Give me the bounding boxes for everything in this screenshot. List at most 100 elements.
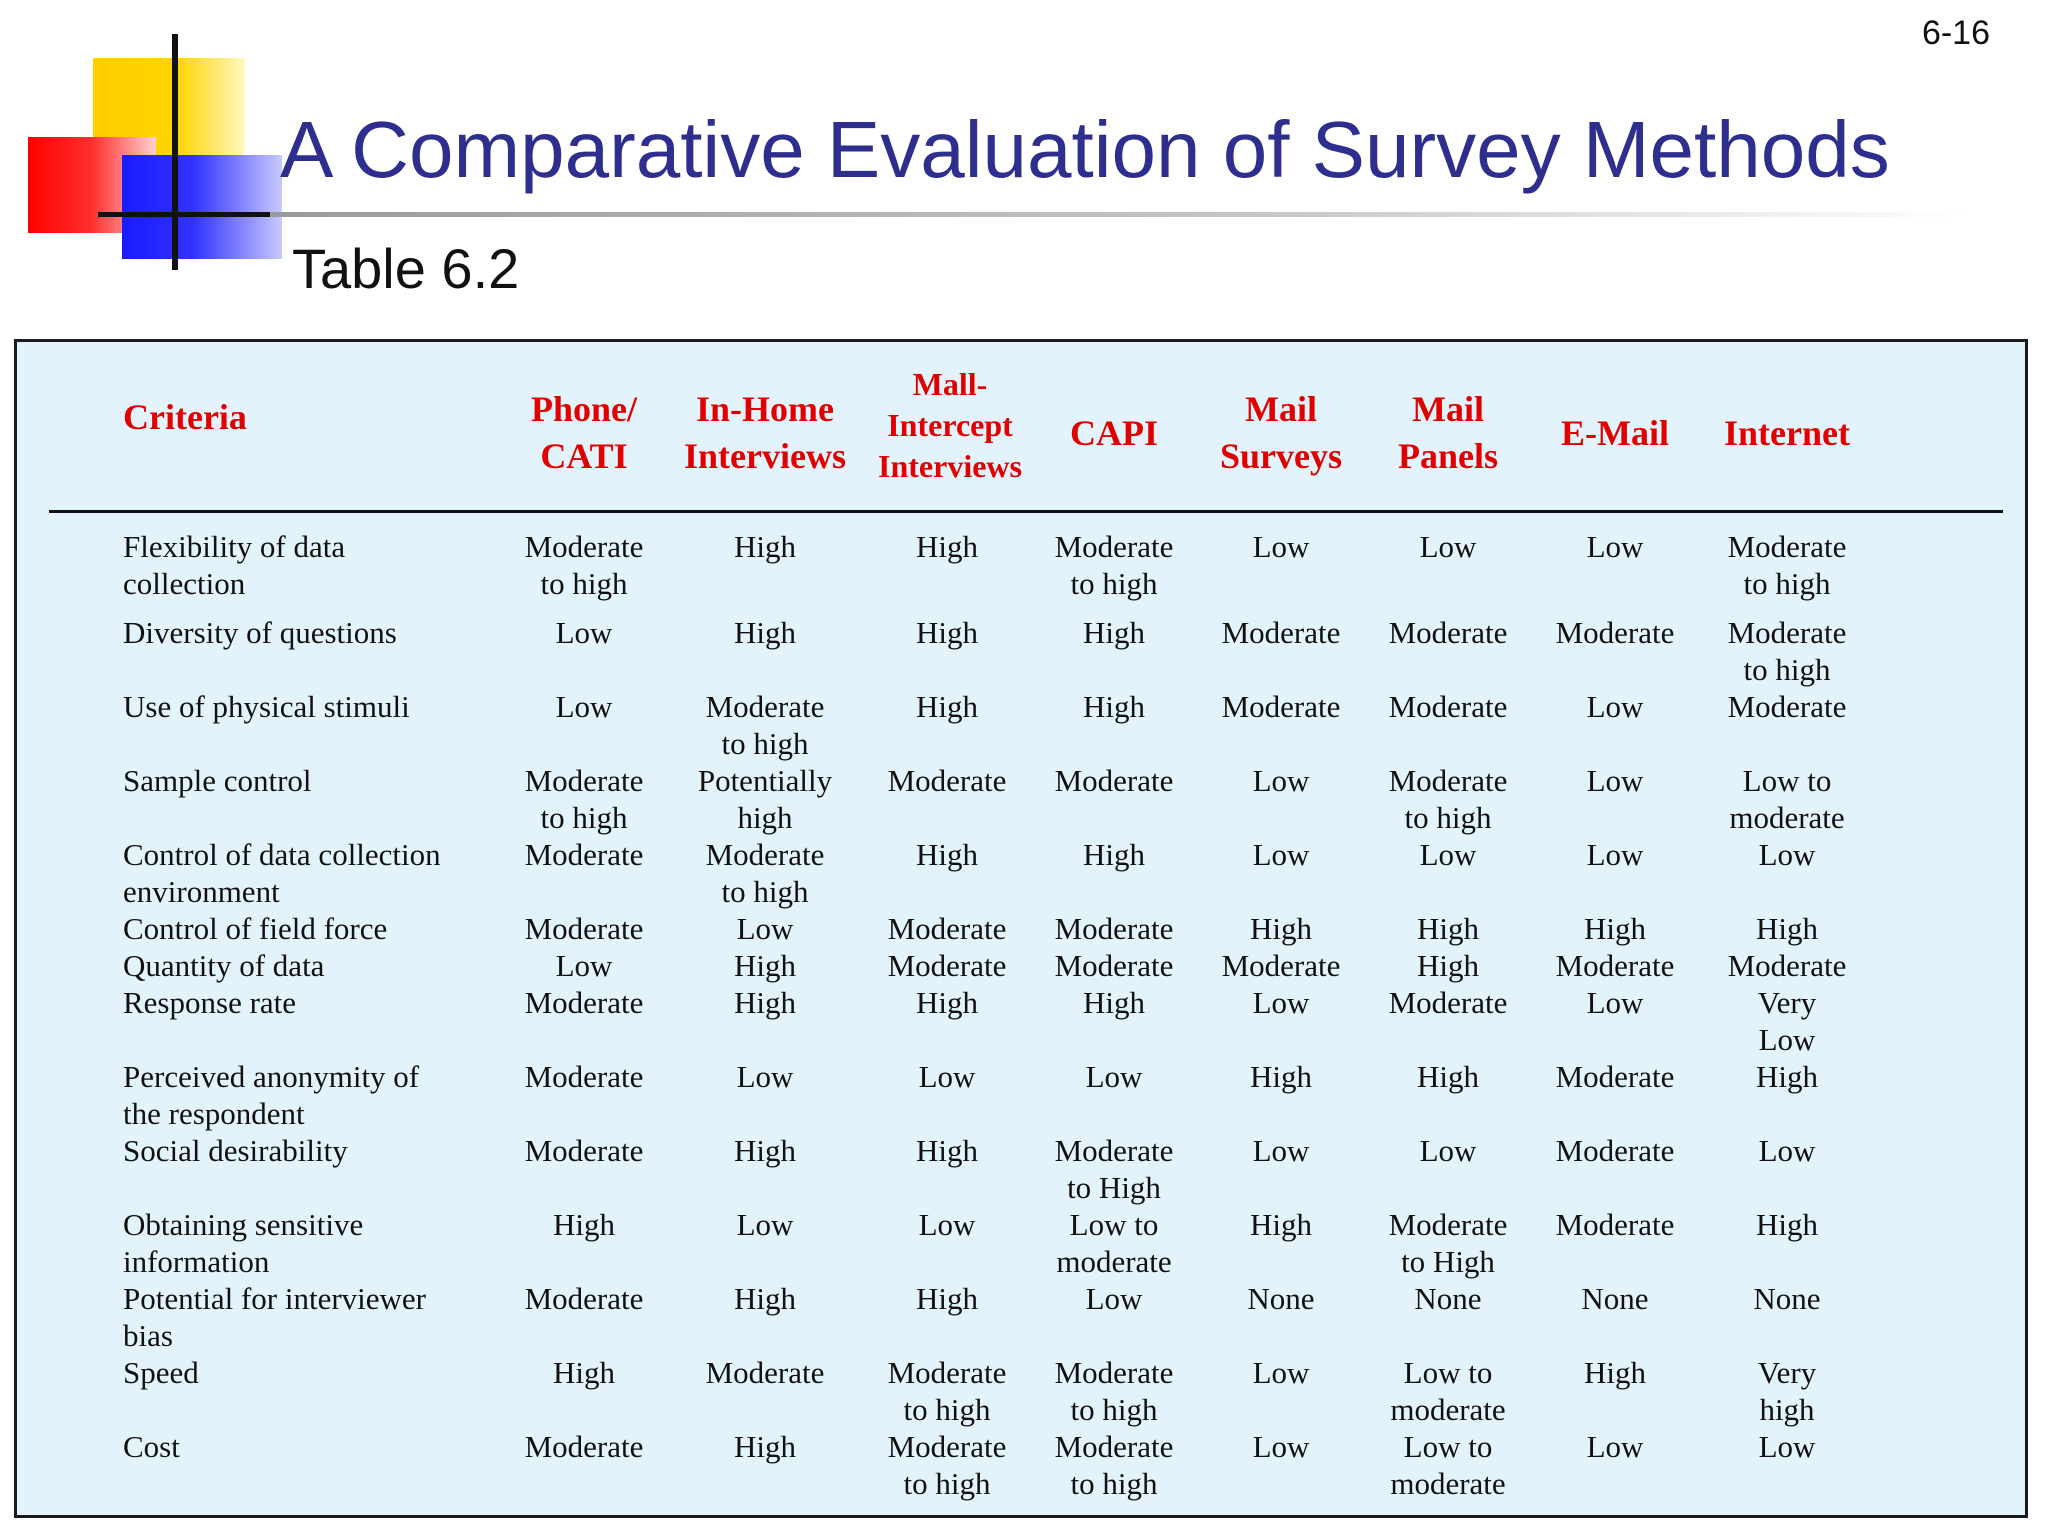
rating-cell-phone-cati: High — [553, 1355, 615, 1390]
rating-cell-phone-cati: Moderate — [524, 1429, 644, 1464]
rating-cell-mall-intercept-interviews: Low — [918, 1207, 976, 1242]
criteria-cell: Potential for interviewer bias — [123, 1281, 427, 1353]
rating-cell-capi: Low — [1085, 1059, 1143, 1094]
rating-cell-capi: Moderate — [1054, 911, 1174, 946]
horizontal-line — [98, 212, 298, 217]
rating-cell-capi: High — [1083, 689, 1145, 724]
rating-cell-mail-surveys: Moderate — [1221, 689, 1341, 724]
criteria-cell: Perceived anonymity of the respondent — [123, 1059, 420, 1131]
rating-cell-in-home-interviews: High — [734, 529, 796, 564]
rating-cell-email: Low — [1586, 1429, 1644, 1464]
column-header-mall-intercept-interviews: Mall- Intercept Interviews — [878, 366, 1022, 484]
rating-cell-phone-cati: Low — [555, 615, 613, 650]
rating-cell-internet: High — [1756, 1207, 1818, 1242]
rating-cell-mall-intercept-interviews: Moderate — [887, 948, 1007, 983]
rating-cell-mall-intercept-interviews: High — [916, 1133, 978, 1168]
rating-cell-mail-panels: Moderate — [1388, 615, 1508, 650]
rating-cell-email: Moderate — [1555, 1207, 1675, 1242]
rating-cell-capi: Low — [1085, 1281, 1143, 1316]
rating-cell-capi: Moderate to High — [1054, 1133, 1174, 1205]
rating-cell-mail-panels: Low — [1419, 837, 1477, 872]
rating-cell-email: High — [1584, 911, 1646, 946]
rating-cell-phone-cati: Moderate to high — [524, 763, 644, 835]
column-header-capi: CAPI — [1070, 413, 1158, 453]
rating-cell-mall-intercept-interviews: High — [916, 837, 978, 872]
rating-cell-mail-panels: High — [1417, 948, 1479, 983]
rating-cell-in-home-interviews: Moderate — [705, 1355, 825, 1390]
rating-cell-mail-panels: Low to moderate — [1390, 1429, 1506, 1501]
rating-cell-mall-intercept-interviews: Moderate — [887, 763, 1007, 798]
criteria-cell: Use of physical stimuli — [123, 689, 410, 724]
rating-cell-mail-surveys: High — [1250, 1207, 1312, 1242]
rating-cell-email: Moderate — [1555, 1059, 1675, 1094]
criteria-cell: Speed — [123, 1355, 199, 1390]
rating-cell-mail-panels: High — [1417, 1059, 1479, 1094]
rating-cell-in-home-interviews: Moderate to high — [705, 837, 825, 909]
column-header-criteria: Criteria — [123, 397, 247, 437]
criteria-cell: Response rate — [123, 985, 297, 1020]
rating-cell-mall-intercept-interviews: Moderate — [887, 911, 1007, 946]
rating-cell-mail-surveys: High — [1250, 1059, 1312, 1094]
page-title: A Comparative Evaluation of Survey Metho… — [280, 105, 1890, 194]
rating-cell-phone-cati: Moderate — [524, 837, 644, 872]
rating-cell-capi: Moderate to high — [1054, 529, 1174, 601]
rating-cell-mall-intercept-interviews: High — [916, 689, 978, 724]
rating-cell-in-home-interviews: High — [734, 1429, 796, 1464]
rating-cell-mail-surveys: Low — [1252, 985, 1310, 1020]
rating-cell-internet: Moderate — [1727, 689, 1847, 724]
rating-cell-in-home-interviews: High — [734, 1133, 796, 1168]
rating-cell-mail-panels: None — [1414, 1281, 1482, 1316]
rating-cell-email: Low — [1586, 689, 1644, 724]
rating-cell-internet: Moderate to high — [1727, 529, 1847, 601]
rating-cell-email: Low — [1586, 529, 1644, 564]
rating-cell-mall-intercept-interviews: High — [916, 529, 978, 564]
slide-number: 6-16 — [1921, 14, 1990, 52]
criteria-cell: Flexibility of data collection — [123, 529, 346, 601]
rating-cell-in-home-interviews: High — [734, 948, 796, 983]
rating-cell-mall-intercept-interviews: High — [916, 615, 978, 650]
rating-cell-phone-cati: High — [553, 1207, 615, 1242]
rating-cell-internet: None — [1753, 1281, 1821, 1316]
criteria-cell: Social desirability — [123, 1133, 348, 1168]
rating-cell-phone-cati: Low — [555, 948, 613, 983]
criteria-cell: Sample control — [123, 763, 312, 798]
rating-cell-email: Moderate — [1555, 615, 1675, 650]
column-header-in-home-interviews: In-Home Interviews — [684, 389, 846, 476]
rating-cell-capi: Moderate to high — [1054, 1429, 1174, 1501]
rating-cell-phone-cati: Moderate — [524, 911, 644, 946]
rating-cell-phone-cati: Low — [555, 689, 613, 724]
rating-cell-mall-intercept-interviews: High — [916, 1281, 978, 1316]
column-header-mail-surveys: Mail Surveys — [1219, 389, 1342, 476]
rating-cell-phone-cati: Moderate — [524, 1281, 644, 1316]
rating-cell-mall-intercept-interviews: Moderate to high — [887, 1429, 1007, 1501]
rating-cell-capi: High — [1083, 615, 1145, 650]
rating-cell-internet: Very Low — [1757, 985, 1817, 1057]
rating-cell-internet: Low — [1758, 1429, 1816, 1464]
decorative-squares-logo — [0, 0, 300, 280]
rating-cell-email: Moderate — [1555, 948, 1675, 983]
rating-cell-mail-panels: Moderate to High — [1388, 1207, 1508, 1279]
rating-cell-mail-panels: Moderate — [1388, 985, 1508, 1020]
rating-cell-in-home-interviews: High — [734, 985, 796, 1020]
rating-cell-mall-intercept-interviews: High — [916, 985, 978, 1020]
rating-cell-phone-cati: Moderate — [524, 985, 644, 1020]
rating-cell-mail-surveys: Low — [1252, 529, 1310, 564]
rating-cell-phone-cati: Moderate to high — [524, 529, 644, 601]
rating-cell-mail-surveys: High — [1250, 911, 1312, 946]
header-divider — [49, 510, 2003, 513]
rating-cell-mail-panels: Moderate — [1388, 689, 1508, 724]
rating-cell-in-home-interviews: Potentially high — [697, 763, 833, 835]
column-header-email: E-Mail — [1561, 413, 1669, 453]
criteria-cell: Quantity of data — [123, 948, 325, 983]
rating-cell-mall-intercept-interviews: Low — [918, 1059, 976, 1094]
rating-cell-mail-panels: High — [1417, 911, 1479, 946]
rating-cell-internet: Low — [1758, 1133, 1816, 1168]
rating-cell-email: Low — [1586, 763, 1644, 798]
rating-cell-internet: Moderate to high — [1727, 615, 1847, 687]
rating-cell-capi: Moderate — [1054, 763, 1174, 798]
rating-cell-capi: Low to moderate — [1056, 1207, 1172, 1279]
table-label: Table 6.2 — [292, 237, 520, 300]
rating-cell-mail-surveys: Low — [1252, 763, 1310, 798]
rating-cell-email: Low — [1586, 837, 1644, 872]
